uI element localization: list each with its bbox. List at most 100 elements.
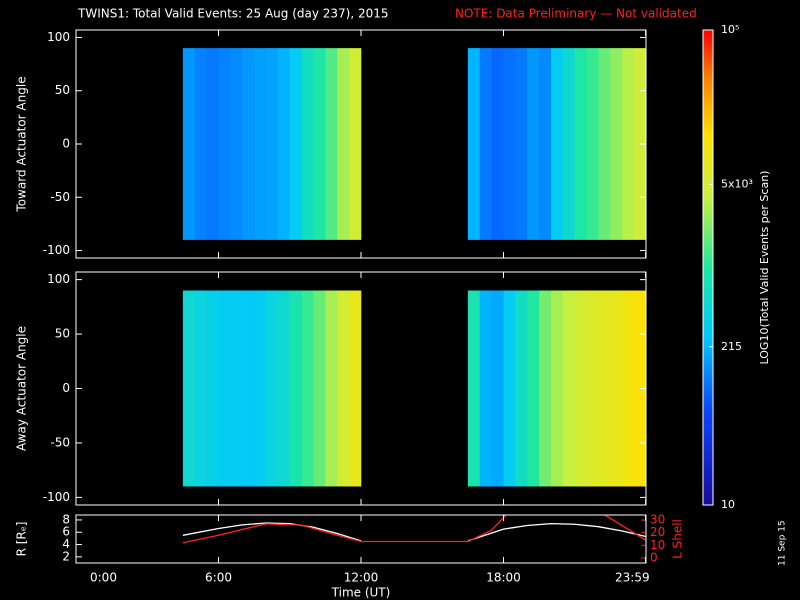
heat-cell — [182, 290, 196, 487]
heat-cell — [503, 48, 516, 240]
y-tick-label: 2 — [62, 549, 70, 563]
heat-cell — [539, 290, 552, 487]
heat-cell — [598, 290, 611, 487]
y2-axis-label: L Shell — [671, 519, 685, 559]
heat-cell — [230, 290, 243, 487]
y-tick-label: -50 — [50, 435, 70, 449]
heat-cell — [325, 48, 338, 240]
y-tick-label: 8 — [62, 512, 70, 526]
colorbar-tick-label: 215 — [721, 340, 742, 353]
date-stamp: 11 Sep 15 — [778, 520, 788, 566]
heat-cell — [622, 48, 635, 240]
heat-cell — [194, 290, 207, 487]
heat-cell — [301, 48, 314, 240]
heat-cell — [206, 290, 219, 487]
heat-cell — [586, 48, 599, 240]
line — [603, 515, 646, 541]
heat-cell — [622, 290, 635, 487]
y-tick-label: -100 — [43, 490, 70, 504]
heat-cell — [182, 48, 196, 240]
heat-cell — [266, 290, 279, 487]
y-tick-label: 50 — [55, 327, 70, 341]
heat-cell — [194, 48, 207, 240]
heat-cell — [574, 48, 587, 240]
heat-cell — [479, 290, 492, 487]
y-axis-label: Away Actuator Angle — [15, 326, 29, 451]
heat-cell — [277, 48, 291, 240]
heat-cell — [551, 48, 564, 240]
x-tick-label: 0:00 — [90, 571, 117, 585]
heat-cell — [503, 290, 516, 487]
heat-cell — [527, 48, 540, 240]
x-tick-label: 18:00 — [486, 571, 521, 585]
colorbar — [702, 29, 714, 506]
heat-cell — [562, 48, 576, 240]
y2-tick-label: 20 — [650, 525, 665, 539]
line — [182, 522, 362, 542]
heat-cell — [598, 48, 611, 240]
y-tick-label: 100 — [47, 272, 70, 286]
note: NOTE: Data Preliminary — Not validated — [455, 7, 697, 21]
y-tick-label: 50 — [55, 83, 70, 97]
heat-cell — [289, 290, 302, 487]
heat-cell — [313, 290, 326, 487]
colorbar-label: LOG10(Total Valid Events per Scan) — [758, 171, 771, 365]
heat-cell — [467, 48, 481, 240]
heat-cell — [349, 48, 362, 240]
heat-cell — [527, 290, 540, 487]
y-tick-label: -100 — [43, 243, 70, 257]
line — [182, 515, 507, 544]
heat-cell — [254, 290, 267, 487]
heat-cell — [515, 290, 528, 487]
heat-cell — [218, 290, 231, 487]
y2-tick-label: 30 — [650, 513, 665, 527]
heat-cell — [301, 290, 314, 487]
heat-cell — [277, 290, 291, 487]
heat-cell — [230, 48, 243, 240]
colorbar-tick-label: 10⁵ — [721, 23, 739, 36]
heat-cell — [313, 48, 326, 240]
chart-title: TWINS1: Total Valid Events: 25 Aug (day … — [77, 7, 389, 21]
heat-cell — [574, 290, 587, 487]
plot-area — [182, 515, 646, 544]
x-tick-label: 23:59 — [615, 571, 650, 585]
heat-cell — [515, 48, 528, 240]
heat-cell — [337, 48, 350, 240]
axes-frame — [75, 514, 647, 564]
y2-tick-label: 10 — [650, 538, 665, 552]
line — [467, 522, 646, 542]
heat-cell — [479, 48, 492, 240]
y-tick-label: 0 — [62, 137, 70, 151]
heat-cell — [206, 48, 219, 240]
heat-cell — [218, 48, 231, 240]
heat-cell — [242, 48, 255, 240]
colorbar-tick-label: 5x10³ — [721, 177, 753, 190]
y-tick-label: -50 — [50, 190, 70, 204]
heat-cell — [349, 290, 362, 487]
heat-cell — [491, 290, 504, 487]
y-tick-label: 6 — [62, 525, 70, 539]
heat-cell — [610, 290, 623, 487]
x-axis-label: Time (UT) — [331, 586, 391, 600]
heat-cell — [491, 48, 504, 240]
y2-tick-label: 0 — [650, 550, 658, 564]
x-tick-label: 6:00 — [205, 571, 232, 585]
x-tick-label: 12:00 — [344, 571, 379, 585]
heat-cell — [539, 48, 552, 240]
heat-cell — [325, 290, 338, 487]
heat-cell — [586, 290, 599, 487]
heat-cell — [289, 48, 302, 240]
heat-cell — [254, 48, 267, 240]
heat-cell — [467, 290, 481, 487]
y-axis-label: R [Rₑ] — [15, 522, 29, 557]
heat-cell — [242, 290, 255, 487]
heat-cell — [562, 290, 576, 487]
heat-cell — [337, 290, 350, 487]
colorbar-tick-label: 10 — [721, 498, 735, 511]
y-axis-label: Toward Actuator Angle — [15, 76, 29, 212]
y-tick-label: 4 — [62, 537, 70, 551]
heat-cell — [551, 290, 564, 487]
heat-cell — [610, 48, 623, 240]
y-tick-label: 0 — [62, 381, 70, 395]
